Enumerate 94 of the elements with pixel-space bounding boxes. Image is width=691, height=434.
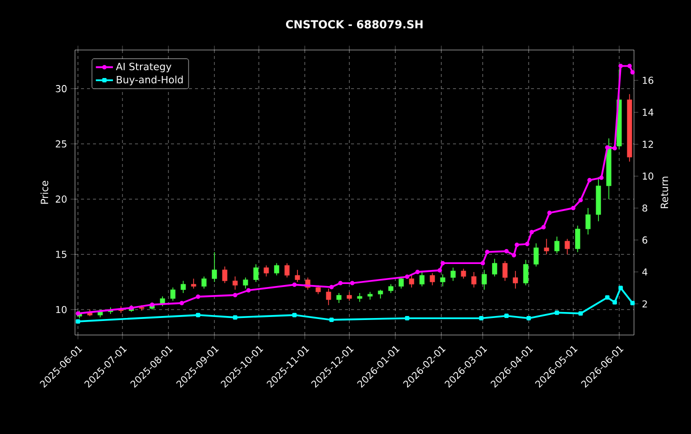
point (612, 146, 617, 150)
point (547, 210, 552, 216)
point (630, 70, 635, 75)
candlestick (482, 269, 487, 290)
point (605, 295, 610, 300)
point (480, 260, 485, 266)
legend-label: AI Strategy (116, 62, 172, 72)
candlestick (564, 238, 570, 255)
point (578, 311, 583, 316)
candlestick (492, 258, 498, 277)
candlestick (336, 292, 342, 304)
y2-axis-title: Return (660, 176, 668, 208)
point (246, 288, 251, 292)
candlestick (575, 225, 580, 253)
point (329, 284, 334, 290)
y-tick-label: 25 (56, 140, 66, 148)
point (618, 64, 623, 68)
candlestick (294, 269, 300, 282)
point (232, 292, 238, 298)
point (599, 176, 604, 180)
point (76, 319, 80, 324)
candlestick (512, 270, 518, 290)
candlestick (264, 265, 269, 277)
candlestick (450, 267, 456, 282)
y2-tick-label: 2 (642, 300, 647, 308)
point (196, 312, 200, 318)
point (605, 145, 610, 150)
candlestick (242, 277, 248, 290)
point (525, 242, 530, 246)
y2-tick-label: 6 (642, 236, 648, 244)
y2-tick-label: 8 (642, 204, 648, 212)
point (292, 312, 297, 318)
candlestick (502, 260, 508, 282)
point (292, 282, 297, 287)
point (630, 300, 635, 306)
point (541, 225, 546, 230)
point (578, 198, 583, 202)
point (232, 315, 238, 320)
candlestick (554, 236, 560, 254)
candlestick (274, 262, 280, 276)
chart-title: CNSTOCK - 688079.SH (286, 20, 423, 28)
candlestick (460, 268, 466, 280)
candlestick (544, 238, 550, 255)
candlestick (471, 272, 476, 288)
point (329, 318, 334, 322)
candlestick (170, 287, 176, 302)
point (504, 314, 509, 318)
point (350, 280, 354, 286)
candlestick (326, 288, 332, 306)
point (512, 252, 516, 258)
point (404, 316, 410, 320)
candlestick (212, 252, 217, 282)
y2-tick-label: 12 (642, 140, 653, 148)
point (440, 260, 445, 266)
candlestick (523, 259, 528, 286)
candlestick (191, 278, 196, 290)
candlestick (440, 274, 446, 287)
candlestick (534, 242, 539, 267)
candlestick (222, 266, 228, 284)
point (526, 316, 531, 320)
candlestick (201, 276, 207, 290)
point (338, 280, 343, 286)
point (180, 300, 184, 306)
candlestick (180, 280, 186, 294)
point (587, 178, 592, 182)
y-tick-label: 10 (56, 306, 67, 314)
point (404, 274, 410, 279)
point (415, 270, 420, 274)
point (485, 250, 490, 254)
candlestick (232, 276, 238, 290)
candlestick (430, 272, 435, 286)
y-tick-label: 30 (56, 85, 67, 92)
y2-tick-label: 10 (642, 172, 654, 180)
point (571, 206, 576, 210)
point (479, 316, 484, 320)
y-tick-label: 15 (56, 250, 66, 258)
point (612, 300, 617, 304)
point (554, 310, 560, 315)
point (529, 230, 534, 234)
point (514, 242, 520, 247)
y2-tick-label: 4 (642, 268, 648, 276)
y-axis-title: Price (40, 180, 48, 204)
y2-tick-label: 16 (642, 76, 654, 84)
legend-label: Buy-and-Hold (116, 76, 183, 86)
y2-tick-label: 14 (642, 108, 654, 116)
point (618, 286, 623, 290)
point (196, 294, 200, 299)
candlestick (586, 208, 591, 235)
y-tick-label: 20 (56, 196, 67, 203)
candlestick (284, 262, 290, 278)
point (627, 64, 632, 68)
point (504, 248, 509, 254)
candlestick (253, 264, 258, 282)
point (438, 268, 442, 273)
